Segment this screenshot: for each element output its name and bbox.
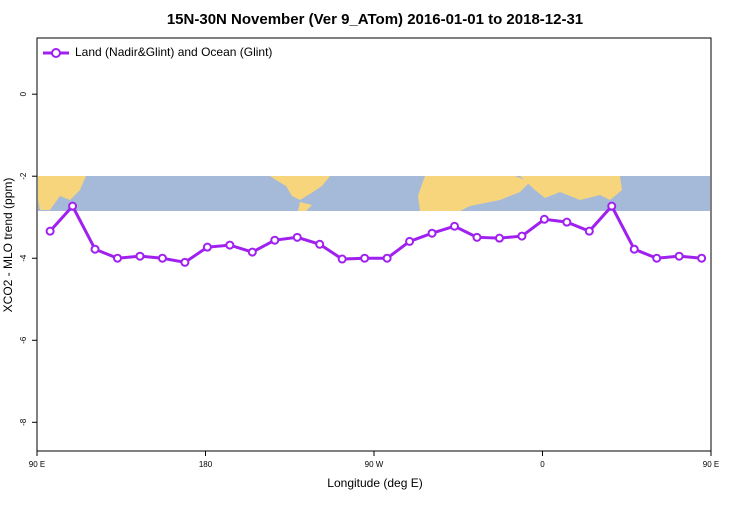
y-axis-label: XCO2 - MLO trend (ppm) bbox=[1, 178, 15, 313]
point bbox=[45, 226, 55, 236]
x-tick-label: 90 E bbox=[703, 460, 719, 469]
point bbox=[270, 235, 280, 245]
point bbox=[629, 244, 639, 254]
point bbox=[674, 251, 684, 261]
plot-frame bbox=[36, 37, 712, 452]
point bbox=[180, 257, 190, 267]
point bbox=[607, 201, 617, 211]
point bbox=[472, 232, 482, 242]
legend-label: Land (Nadir&Glint) and Ocean (Glint) bbox=[75, 45, 272, 59]
y-tick-label: -8 bbox=[19, 418, 28, 426]
series-line bbox=[48, 203, 702, 264]
point bbox=[517, 231, 527, 241]
point bbox=[225, 240, 235, 250]
point bbox=[539, 214, 549, 224]
point bbox=[157, 253, 167, 263]
y-tick-label: -4 bbox=[19, 254, 28, 262]
x-tick-label: 0 bbox=[540, 460, 545, 469]
point bbox=[202, 242, 212, 252]
x-axis-label: Longitude (deg E) bbox=[327, 476, 422, 490]
point bbox=[494, 233, 504, 243]
y-tick-label: -6 bbox=[19, 336, 28, 344]
point bbox=[405, 236, 415, 246]
y-tick-label: 0 bbox=[19, 91, 28, 96]
x-tick-label: 90 E bbox=[29, 460, 45, 469]
y-tick-label: -2 bbox=[19, 172, 28, 180]
point bbox=[113, 253, 123, 263]
point bbox=[450, 221, 460, 231]
point bbox=[135, 251, 145, 261]
point bbox=[315, 239, 325, 249]
point bbox=[337, 254, 347, 264]
chart-title: 15N-30N November (Ver 9_ATom) 2016-01-01… bbox=[167, 11, 583, 28]
point bbox=[382, 253, 392, 263]
point bbox=[584, 226, 594, 236]
point bbox=[68, 201, 78, 211]
x-tick-label: 90 W bbox=[365, 460, 384, 469]
point bbox=[697, 253, 707, 263]
point bbox=[292, 232, 302, 242]
point bbox=[652, 253, 662, 263]
point bbox=[90, 244, 100, 254]
point bbox=[360, 253, 370, 263]
point bbox=[427, 228, 437, 238]
map-band bbox=[38, 176, 710, 211]
x-tick-label: 180 bbox=[199, 460, 213, 469]
point bbox=[247, 247, 257, 257]
point bbox=[562, 217, 572, 227]
legend-marker bbox=[51, 48, 61, 58]
